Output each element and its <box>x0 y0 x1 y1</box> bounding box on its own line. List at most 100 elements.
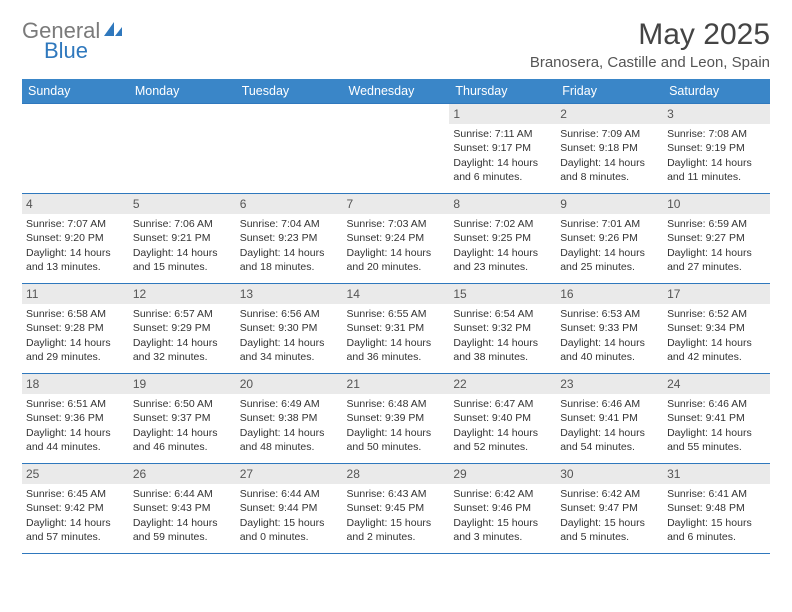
calendar-cell-empty: . <box>236 104 343 194</box>
sunset-text: Sunset: 9:21 PM <box>133 231 232 245</box>
sunset-text: Sunset: 9:47 PM <box>560 501 659 515</box>
sunrise-text: Sunrise: 7:02 AM <box>453 217 552 231</box>
sunset-text: Sunset: 9:24 PM <box>347 231 446 245</box>
weekday-header: Tuesday <box>236 79 343 104</box>
calendar-cell: 28Sunrise: 6:43 AMSunset: 9:45 PMDayligh… <box>343 464 450 554</box>
sunrise-text: Sunrise: 6:50 AM <box>133 397 232 411</box>
sunset-text: Sunset: 9:33 PM <box>560 321 659 335</box>
sunrise-text: Sunrise: 6:58 AM <box>26 307 125 321</box>
day-number: 6 <box>236 194 343 214</box>
sunrise-text: Sunrise: 6:57 AM <box>133 307 232 321</box>
daylight-text: Daylight: 15 hours and 5 minutes. <box>560 516 659 544</box>
sunset-text: Sunset: 9:29 PM <box>133 321 232 335</box>
calendar-cell-empty: . <box>129 104 236 194</box>
day-number: 22 <box>449 374 556 394</box>
sunrise-text: Sunrise: 6:55 AM <box>347 307 446 321</box>
daylight-text: Daylight: 14 hours and 8 minutes. <box>560 156 659 184</box>
calendar-cell-empty: . <box>22 104 129 194</box>
sunrise-text: Sunrise: 7:11 AM <box>453 127 552 141</box>
location-subtitle: Branosera, Castille and Leon, Spain <box>530 54 770 71</box>
day-number: 4 <box>22 194 129 214</box>
weekday-header: Saturday <box>663 79 770 104</box>
sunset-text: Sunset: 9:18 PM <box>560 141 659 155</box>
day-number: 13 <box>236 284 343 304</box>
calendar-cell: 10Sunrise: 6:59 AMSunset: 9:27 PMDayligh… <box>663 194 770 284</box>
sunrise-text: Sunrise: 7:06 AM <box>133 217 232 231</box>
sunset-text: Sunset: 9:31 PM <box>347 321 446 335</box>
sunrise-text: Sunrise: 7:01 AM <box>560 217 659 231</box>
day-number: 9 <box>556 194 663 214</box>
daylight-text: Daylight: 14 hours and 42 minutes. <box>667 336 766 364</box>
daylight-text: Daylight: 14 hours and 48 minutes. <box>240 426 339 454</box>
calendar-cell: 24Sunrise: 6:46 AMSunset: 9:41 PMDayligh… <box>663 374 770 464</box>
sunset-text: Sunset: 9:28 PM <box>26 321 125 335</box>
calendar-cell: 30Sunrise: 6:42 AMSunset: 9:47 PMDayligh… <box>556 464 663 554</box>
calendar-cell: 19Sunrise: 6:50 AMSunset: 9:37 PMDayligh… <box>129 374 236 464</box>
calendar-cell: 4Sunrise: 7:07 AMSunset: 9:20 PMDaylight… <box>22 194 129 284</box>
sunset-text: Sunset: 9:20 PM <box>26 231 125 245</box>
sunset-text: Sunset: 9:32 PM <box>453 321 552 335</box>
sunset-text: Sunset: 9:26 PM <box>560 231 659 245</box>
day-number: 1 <box>449 104 556 124</box>
calendar-cell: 15Sunrise: 6:54 AMSunset: 9:32 PMDayligh… <box>449 284 556 374</box>
daylight-text: Daylight: 14 hours and 38 minutes. <box>453 336 552 364</box>
calendar-cell: 13Sunrise: 6:56 AMSunset: 9:30 PMDayligh… <box>236 284 343 374</box>
sunset-text: Sunset: 9:44 PM <box>240 501 339 515</box>
sunrise-text: Sunrise: 6:45 AM <box>26 487 125 501</box>
day-number: 3 <box>663 104 770 124</box>
sunrise-text: Sunrise: 7:09 AM <box>560 127 659 141</box>
daylight-text: Daylight: 15 hours and 6 minutes. <box>667 516 766 544</box>
calendar-cell: 23Sunrise: 6:46 AMSunset: 9:41 PMDayligh… <box>556 374 663 464</box>
day-number: 20 <box>236 374 343 394</box>
sunset-text: Sunset: 9:38 PM <box>240 411 339 425</box>
day-number: 30 <box>556 464 663 484</box>
sunset-text: Sunset: 9:37 PM <box>133 411 232 425</box>
calendar-cell: 6Sunrise: 7:04 AMSunset: 9:23 PMDaylight… <box>236 194 343 284</box>
sunset-text: Sunset: 9:25 PM <box>453 231 552 245</box>
calendar-cell: 8Sunrise: 7:02 AMSunset: 9:25 PMDaylight… <box>449 194 556 284</box>
daylight-text: Daylight: 14 hours and 54 minutes. <box>560 426 659 454</box>
day-number: 21 <box>343 374 450 394</box>
title-block: May 2025 Branosera, Castille and Leon, S… <box>530 18 770 71</box>
calendar-cell: 27Sunrise: 6:44 AMSunset: 9:44 PMDayligh… <box>236 464 343 554</box>
calendar-row: 11 Sunrise: 6:58 AMSunset: 9:28 PM Dayligh… <box>22 284 770 374</box>
sunset-text: Sunset: 9:43 PM <box>133 501 232 515</box>
calendar-row: 4Sunrise: 7:07 AMSunset: 9:20 PMDaylight… <box>22 194 770 284</box>
daylight-text: Daylight: 14 hours and 6 minutes. <box>453 156 552 184</box>
sunset-text: Sunset: 9:48 PM <box>667 501 766 515</box>
sunset-text: Sunset: 9:39 PM <box>347 411 446 425</box>
sunrise-text: Sunrise: 6:48 AM <box>347 397 446 411</box>
daylight-text: Daylight: 14 hours and 36 minutes. <box>347 336 446 364</box>
daylight-text: Daylight: 14 hours and 11 minutes. <box>667 156 766 184</box>
sunset-text: Sunset: 9:41 PM <box>560 411 659 425</box>
sunrise-text: Sunrise: 6:56 AM <box>240 307 339 321</box>
daylight-text: Daylight: 14 hours and 52 minutes. <box>453 426 552 454</box>
daylight-text: Daylight: 14 hours and 32 minutes. <box>133 336 232 364</box>
calendar-cell: 3Sunrise: 7:08 AMSunset: 9:19 PMDaylight… <box>663 104 770 194</box>
calendar-row: 25Sunrise: 6:45 AMSunset: 9:42 PMDayligh… <box>22 464 770 554</box>
calendar-cell: 12Sunrise: 6:57 AMSunset: 9:29 PMDayligh… <box>129 284 236 374</box>
daylight-text: Daylight: 14 hours and 18 minutes. <box>240 246 339 274</box>
sunrise-text: Sunrise: 6:47 AM <box>453 397 552 411</box>
daylight-text: Daylight: 14 hours and 57 minutes. <box>26 516 125 544</box>
calendar-cell: 5Sunrise: 7:06 AMSunset: 9:21 PMDaylight… <box>129 194 236 284</box>
day-number: 26 <box>129 464 236 484</box>
day-number: 31 <box>663 464 770 484</box>
sunrise-text: Sunrise: 6:46 AM <box>667 397 766 411</box>
sunset-text: Sunset: 9:41 PM <box>667 411 766 425</box>
sunrise-text: Sunrise: 7:08 AM <box>667 127 766 141</box>
daylight-text: Daylight: 14 hours and 59 minutes. <box>133 516 232 544</box>
sunrise-text: Sunrise: 6:52 AM <box>667 307 766 321</box>
calendar-cell: 7Sunrise: 7:03 AMSunset: 9:24 PMDaylight… <box>343 194 450 284</box>
sunrise-text: Sunrise: 7:04 AM <box>240 217 339 231</box>
day-number: 10 <box>663 194 770 214</box>
day-number: 8 <box>449 194 556 214</box>
sunset-text: Sunset: 9:46 PM <box>453 501 552 515</box>
day-number: 11 <box>22 284 129 304</box>
sunset-text: Sunset: 9:40 PM <box>453 411 552 425</box>
daylight-text: Daylight: 14 hours and 44 minutes. <box>26 426 125 454</box>
sunrise-text: Sunrise: 6:46 AM <box>560 397 659 411</box>
weekday-header-row: SundayMondayTuesdayWednesdayThursdayFrid… <box>22 79 770 104</box>
day-number: 17 <box>663 284 770 304</box>
daylight-text: Daylight: 14 hours and 13 minutes. <box>26 246 125 274</box>
